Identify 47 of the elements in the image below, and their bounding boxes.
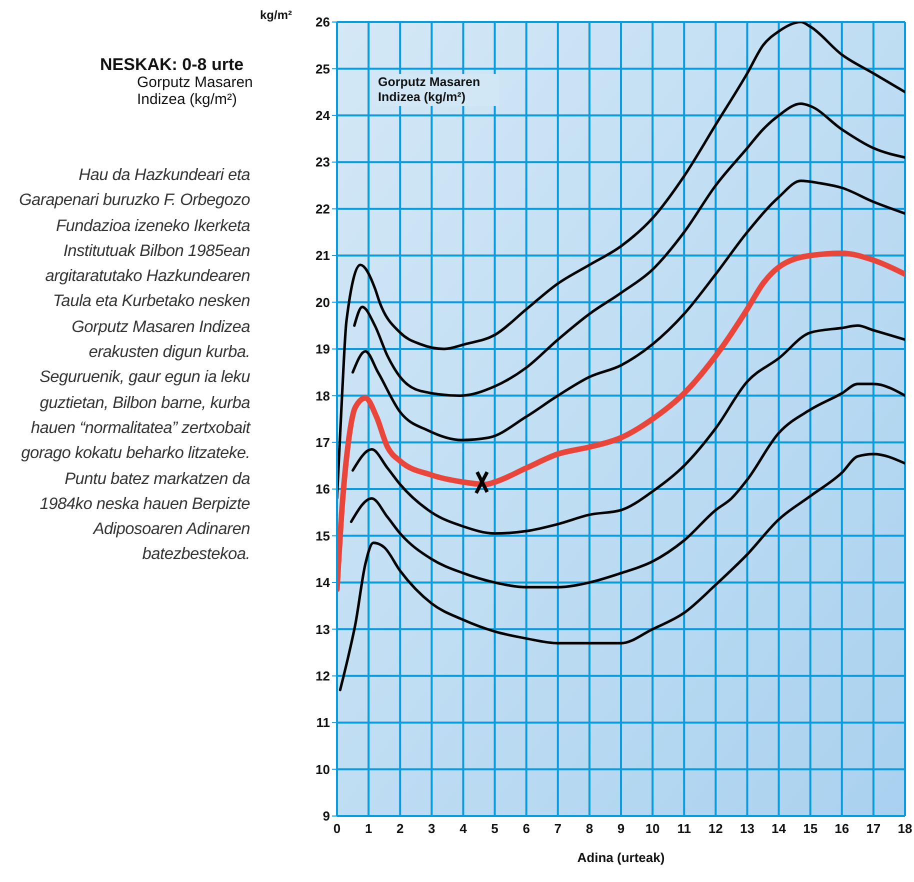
y-tick-label: 21	[316, 248, 330, 264]
line-series	[353, 102, 905, 397]
x-tick-label: 3	[428, 821, 436, 836]
x-tick-label: 14	[772, 821, 787, 836]
y-tick-label: 22	[316, 201, 330, 216]
y-tick-label: 10	[316, 762, 330, 777]
y-tick-label: 17	[316, 434, 330, 450]
x-tick-label: 5	[491, 821, 498, 836]
x-tick-label: 1	[364, 821, 372, 836]
annotation: Gorputz Masaren Indizea (kg/m²)	[375, 74, 499, 106]
x-tick-label: 2	[396, 821, 404, 836]
text: NESKAK: 0-8 urte	[100, 55, 245, 74]
x-tick-label: 7	[554, 821, 562, 836]
x-tick-label: 15	[803, 821, 818, 836]
x-tick-label: 12	[708, 821, 723, 836]
line-series	[351, 324, 905, 535]
x-tick-label: 13	[740, 821, 754, 836]
y-tick-label: 25	[316, 61, 330, 76]
x-tick-label: 8	[586, 821, 594, 836]
y-tick-label: 9	[322, 808, 330, 824]
y-tick-label: 23	[316, 154, 330, 170]
y-tick-label: 12	[316, 668, 330, 684]
x-tick-label: 6	[522, 821, 530, 836]
y-tick-label: 14	[316, 575, 331, 590]
x-tick-label: 17	[866, 821, 881, 836]
x-tick-label: 16	[834, 821, 850, 836]
line-series	[351, 180, 905, 442]
x-tick-label: 9	[617, 821, 625, 836]
x-tick-label: 0	[333, 821, 341, 836]
y-tick-label: 24	[316, 108, 331, 124]
y-axis-title: kg/m²	[258, 8, 292, 22]
y-tick-label: 18	[316, 388, 330, 404]
text: Hau da Hazkundeari eta Garapenari buruzko F. Orbegozo Fundazioa izeneko Ikerketa Institutuak Bilbon 1985ean argitaratutako Hazkundearen Taula eta Kurbetako nesken Gorputz Masaren Indizea erakusten digun kurba. Seguruenik, gaur egun ia leku guztietan, Bilbon barne, kurba hauen “normalitatea” zertxobait gorago kokatu beharko litzateke. Puntu batez markatzen da 1984ko neska hauen Berpizte Adiposoaren Adinaren batezbestekoa.	[19, 166, 250, 564]
x-tick-label: 10	[645, 821, 660, 836]
y-tick-label: 15	[316, 528, 330, 544]
y-tick-label: 26	[316, 14, 330, 30]
y-tick-label: 11	[316, 715, 330, 730]
x-axis-title: Adina (urteak)	[577, 850, 665, 865]
text: Gorputz Masaren Indizea (kg/m²)	[137, 74, 254, 108]
y-tick-label: 20	[316, 294, 330, 310]
x-tick-label: 4	[460, 821, 468, 836]
line-series	[350, 382, 905, 588]
y-tick-label: 13	[316, 622, 330, 637]
y-tick-label: 19	[316, 342, 330, 357]
x-tick-label: 11	[677, 821, 691, 836]
y-tick-label: 16	[316, 482, 330, 497]
x-tick-label: 18	[898, 821, 912, 836]
